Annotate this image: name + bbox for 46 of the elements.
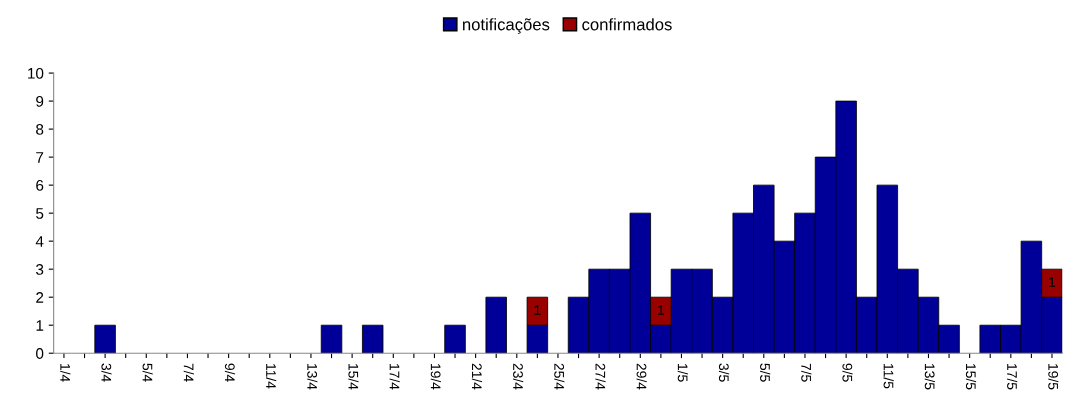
bar: [361, 324, 384, 354]
x-tick-label: 17/4: [389, 364, 400, 390]
x-tick-label: 9/4: [224, 363, 236, 382]
x-tick-label: 19/5: [1048, 364, 1059, 390]
y-tick-label: 2: [36, 292, 44, 303]
x-tick-label: 15/5: [965, 364, 977, 390]
x-tick-label: 7/5: [801, 363, 812, 382]
x-tick-label: 29/4: [636, 363, 647, 390]
y-tick-label: 3: [36, 264, 44, 275]
bar: [320, 324, 343, 354]
x-tick-label: 19/4: [430, 364, 441, 390]
bar: [485, 296, 507, 354]
bar: [444, 324, 466, 354]
y-tick-label: 9: [36, 95, 44, 107]
x-tick-label: 17/5: [1007, 364, 1018, 390]
y-tick-label: 8: [36, 123, 44, 135]
bar: [94, 324, 116, 354]
legend-label: notificações: [463, 18, 550, 34]
x-tick-label: 23/4: [513, 363, 524, 390]
data-label: 1: [1049, 277, 1056, 287]
x-tick-label: 13/4: [307, 364, 318, 390]
x-tick-label: 1/4: [60, 364, 71, 382]
y-tick-label: 4: [35, 236, 44, 247]
x-tick-label: 9/5: [842, 363, 853, 382]
y-tick-label: 7: [36, 152, 44, 163]
x-tick-label: 11/5: [883, 364, 894, 389]
x-tick-label: 15/4: [348, 364, 359, 390]
x-tick-label: 7/4: [183, 363, 194, 382]
data-label: 1: [534, 305, 541, 315]
y-tick-label: 0: [36, 348, 44, 359]
x-tick-label: 3/5: [718, 363, 730, 382]
y-tick-label: 6: [36, 180, 44, 191]
x-tick-label: 1/5: [677, 364, 688, 382]
x-tick-label: 21/4: [471, 363, 483, 390]
legend-label: confirmados: [582, 18, 672, 31]
x-tick-label: 13/5: [924, 364, 935, 390]
x-tick-label: 27/4: [595, 363, 606, 390]
data-label: 1: [658, 305, 665, 315]
x-tick-label: 5/4: [142, 363, 153, 382]
y-tick-label: 10: [28, 67, 44, 79]
y-tick-label: 1: [36, 320, 44, 331]
x-tick-label: 11/4: [266, 364, 277, 389]
x-tick-label: 3/4: [101, 363, 112, 382]
y-tick-label: 5: [36, 208, 44, 219]
x-tick-label: 5/5: [760, 363, 771, 382]
x-tick-label: 25/4: [554, 363, 565, 390]
